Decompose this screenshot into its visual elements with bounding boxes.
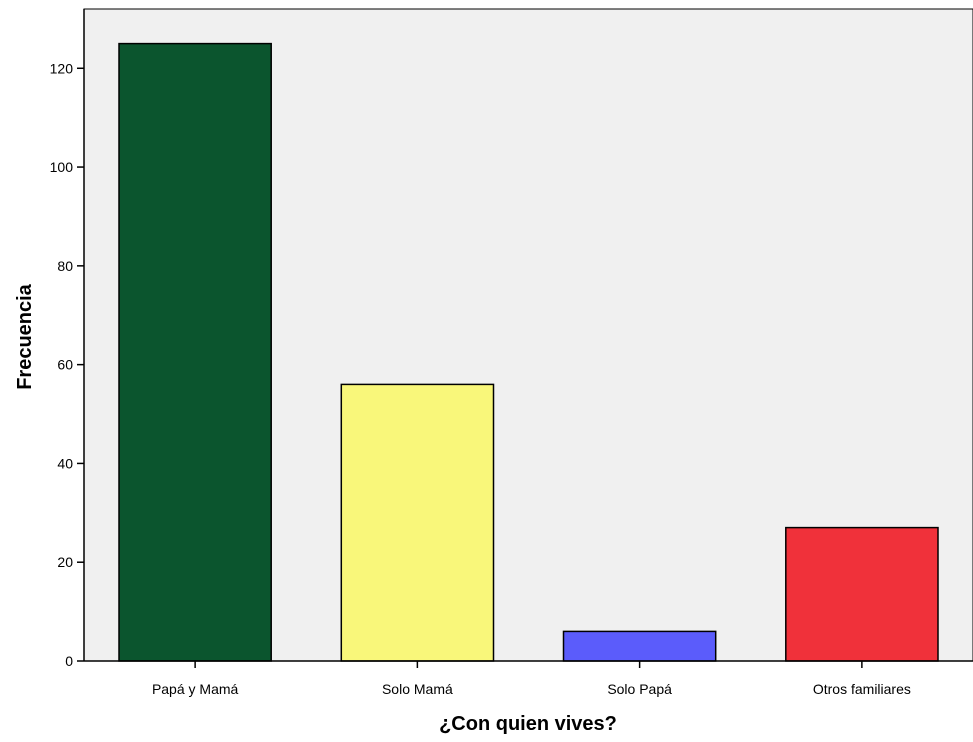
y-tick-label: 80 bbox=[57, 258, 73, 274]
x-tick-label: Otros familiares bbox=[813, 681, 911, 697]
y-tick-label: 40 bbox=[57, 455, 73, 471]
x-tick-label: Solo Papá bbox=[607, 681, 672, 697]
y-tick-label: 60 bbox=[57, 357, 73, 373]
x-axis: Papá y Mamá Solo Mamá Solo Papá Otros famil… bbox=[84, 660, 973, 697]
y-axis-title: Frecuencia bbox=[14, 283, 36, 389]
y-tick-label: 120 bbox=[50, 60, 74, 76]
bar-4 bbox=[785, 526, 939, 662]
bar-1 bbox=[118, 42, 272, 662]
x-axis-title: ¿Con quien vives? bbox=[439, 713, 617, 735]
y-tick-label: 100 bbox=[50, 159, 74, 175]
y-tick-label: 0 bbox=[65, 653, 73, 669]
y-tick-label: 20 bbox=[57, 554, 73, 570]
x-tick-label: Papá y Mamá bbox=[152, 681, 239, 697]
y-axis: 0 20 40 60 80 100 120 bbox=[50, 9, 85, 669]
bar-2 bbox=[340, 383, 495, 662]
x-tick-label: Solo Mamá bbox=[382, 681, 453, 697]
bar-3 bbox=[562, 630, 717, 662]
